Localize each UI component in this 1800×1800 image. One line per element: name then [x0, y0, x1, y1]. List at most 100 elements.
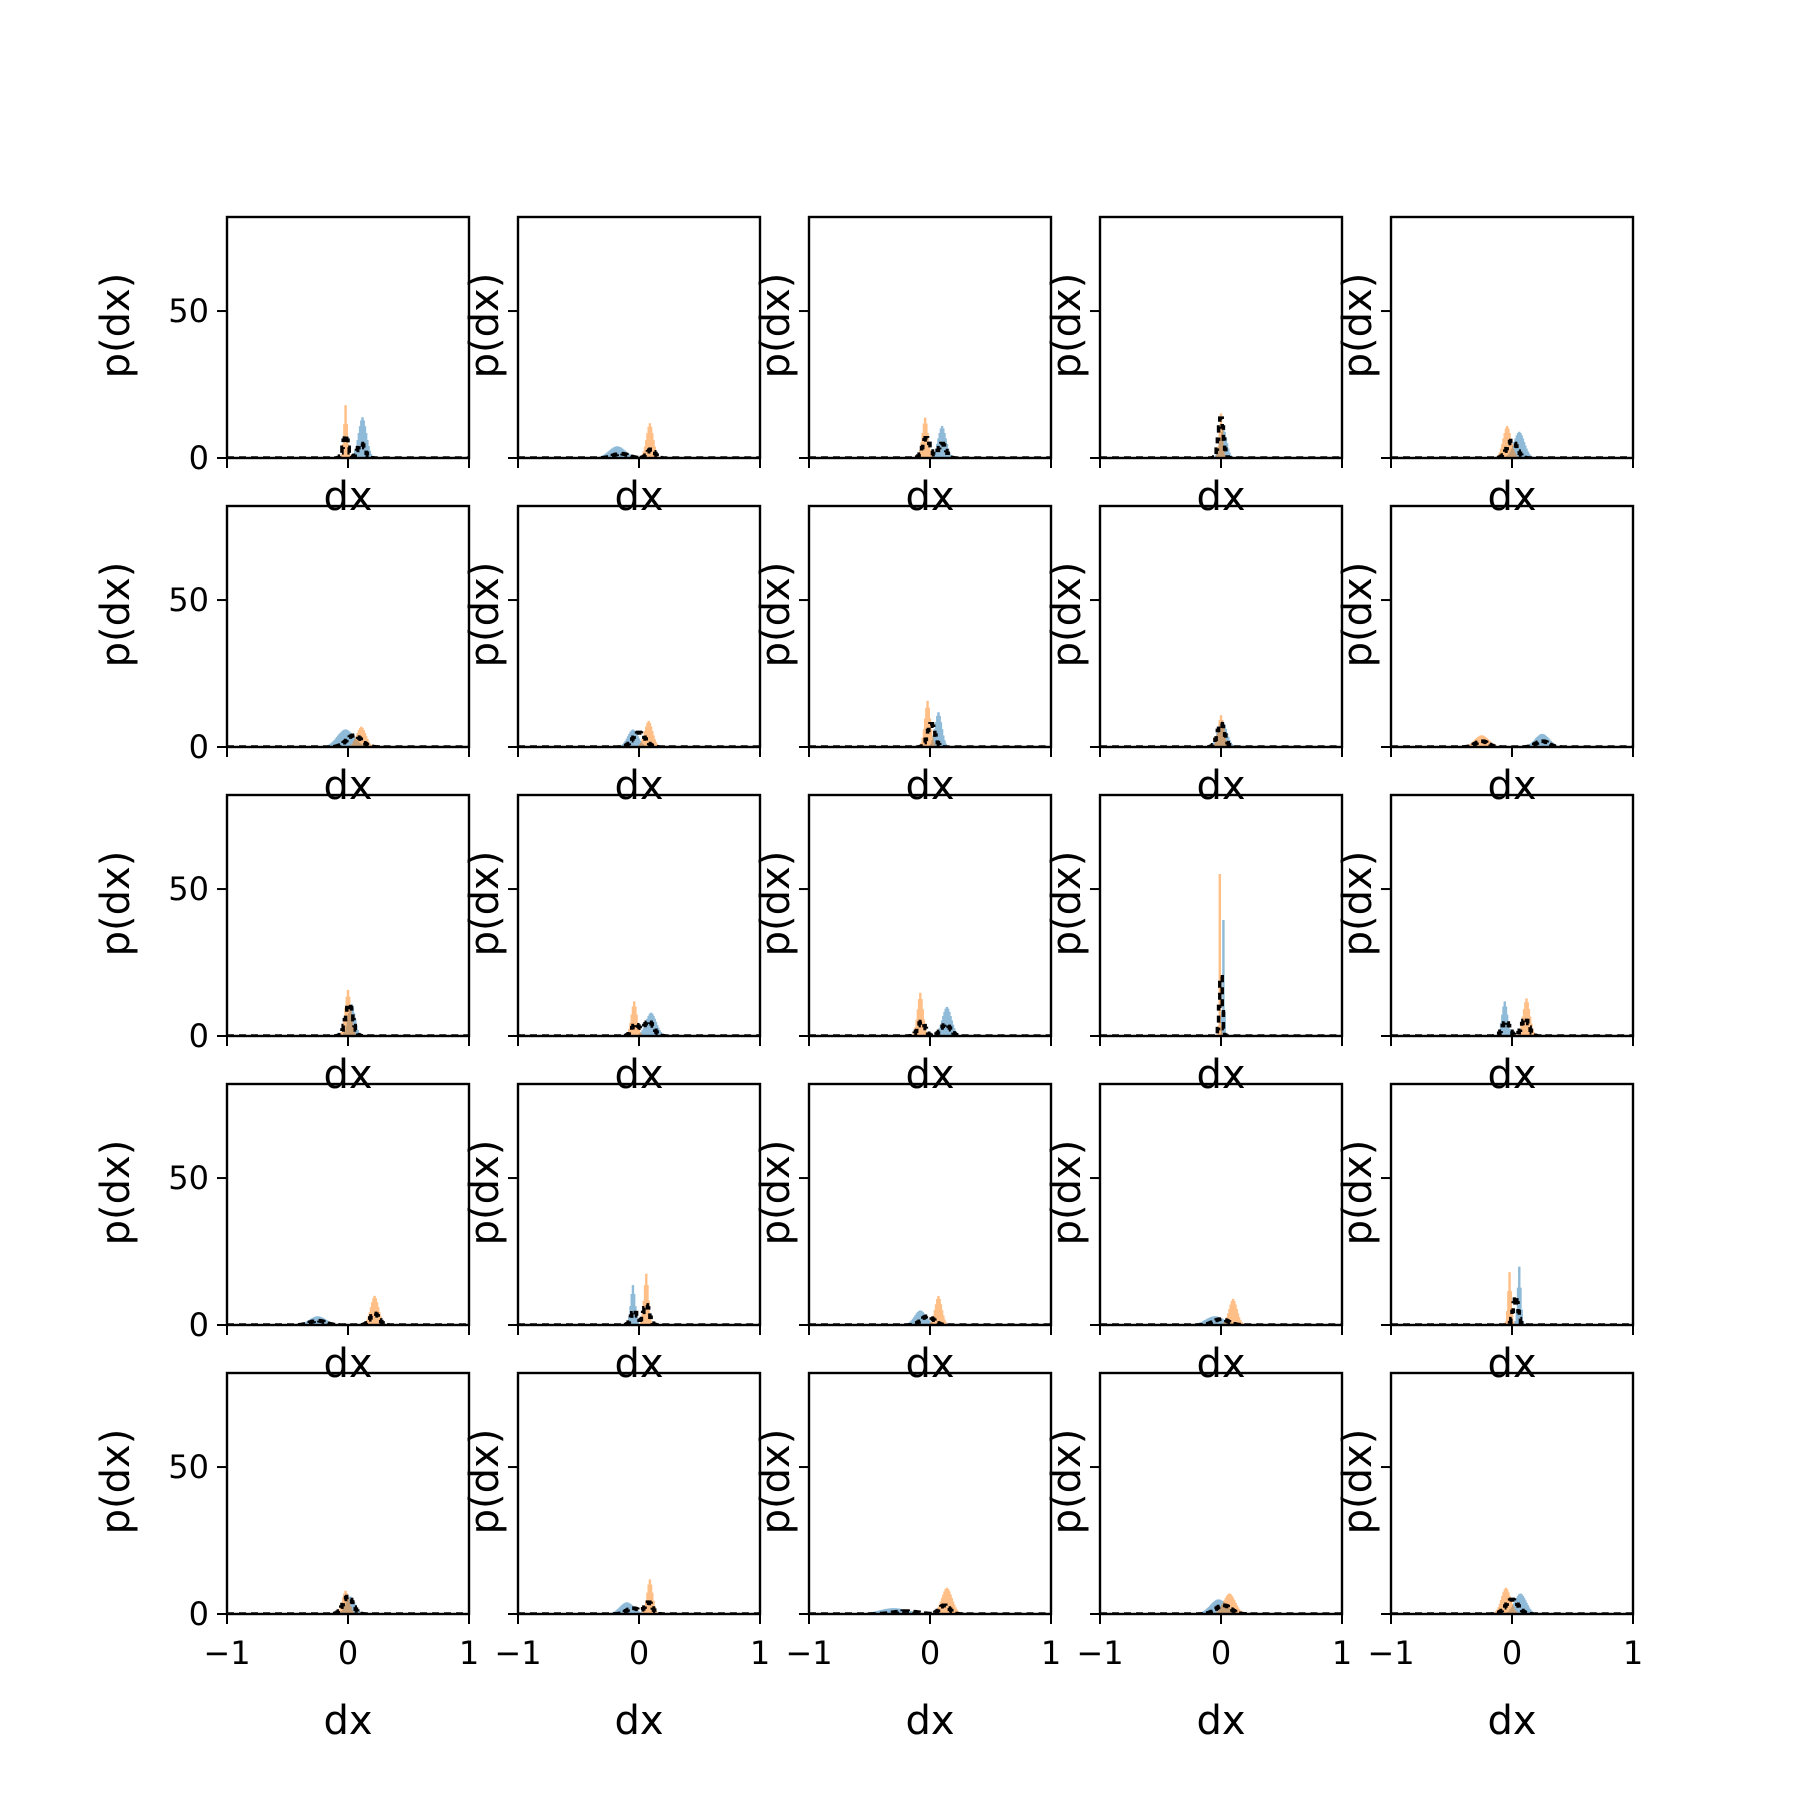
x-tick-label: −1 [785, 1634, 832, 1672]
subplot-3-5: dx p(dx) [1335, 793, 1635, 1098]
plot-area [518, 1273, 760, 1325]
plot-area [227, 1590, 469, 1614]
x-axis-label: dx [1196, 1052, 1245, 1098]
y-axis-label: p(dx) [462, 1429, 508, 1535]
histogram-black-dashed [1100, 974, 1342, 1036]
y-tick-label: 0 [189, 1017, 209, 1055]
y-axis-label: p(dx) [1335, 562, 1381, 668]
subplot-5-2: −1 0 1 dx p(dx) [462, 1371, 770, 1744]
x-tick-label: 0 [338, 1634, 358, 1672]
plot-area [1391, 1587, 1633, 1614]
y-axis-label: p(dx) [1335, 851, 1381, 957]
histogram-blue [518, 729, 760, 747]
y-tick-label: 50 [168, 1159, 209, 1197]
x-tick-label: 1 [750, 1634, 770, 1672]
y-tick-label: 50 [168, 870, 209, 908]
y-axis-label: p(dx) [93, 562, 139, 668]
plot-area [1100, 1298, 1342, 1325]
histogram-black-dashed [809, 722, 1051, 747]
x-tick-label: 0 [629, 1634, 649, 1672]
x-tick-label: 0 [1211, 1634, 1231, 1672]
y-tick-label: 0 [189, 728, 209, 766]
x-axis-label: dx [1487, 1698, 1536, 1744]
subplot-2-1: 0 50 dx p(dx) [93, 504, 471, 809]
x-axis-label: dx [323, 1341, 372, 1387]
y-axis-label: p(dx) [753, 273, 799, 379]
subplot-5-3: −1 0 1 dx p(dx) [753, 1371, 1061, 1744]
x-axis-label: dx [905, 1052, 954, 1098]
x-axis-label: dx [1487, 1052, 1536, 1098]
histogram-black-dashed [809, 435, 1051, 458]
x-axis-label: dx [323, 763, 372, 809]
y-axis-label: p(dx) [1044, 273, 1090, 379]
histogram-black-dashed [227, 733, 469, 747]
x-axis-label: dx [905, 1698, 954, 1744]
plot-area [1391, 426, 1633, 458]
plot-area [518, 1001, 760, 1036]
subplot-3-2: dx p(dx) [462, 793, 762, 1098]
subplot-4-2: dx p(dx) [462, 1082, 762, 1387]
subplot-3-3: dx p(dx) [753, 793, 1053, 1098]
histogram-orange [227, 405, 469, 458]
y-axis-label: p(dx) [1335, 1429, 1381, 1535]
plot-area [1100, 1593, 1342, 1614]
histogram-black-dashed [518, 1303, 760, 1325]
plot-area [227, 989, 469, 1036]
histogram-black-dashed [227, 1594, 469, 1614]
x-axis-label: dx [1196, 474, 1245, 520]
plot-area [518, 720, 760, 747]
plot-area [1391, 1266, 1633, 1325]
y-tick-label: 0 [189, 439, 209, 477]
x-axis-label: dx [905, 763, 954, 809]
x-tick-label: −1 [494, 1634, 541, 1672]
histogram-orange [809, 417, 1051, 458]
y-axis-label: p(dx) [93, 273, 139, 379]
y-axis-label: p(dx) [462, 562, 508, 668]
x-axis-label: dx [1487, 1341, 1536, 1387]
plot-area [227, 726, 469, 747]
y-axis-label: p(dx) [1044, 1140, 1090, 1246]
y-axis-label: p(dx) [462, 273, 508, 379]
histogram-black-dashed [518, 730, 760, 747]
subplot-5-5: −1 0 1 dx p(dx) [1335, 1371, 1643, 1744]
histogram-orange [227, 989, 469, 1036]
y-axis-label: p(dx) [1335, 273, 1381, 379]
subplot-4-1: 0 50 dx p(dx) [93, 1082, 471, 1387]
histogram-black-dashed [1391, 1597, 1633, 1614]
y-axis-label: p(dx) [1044, 1429, 1090, 1535]
histogram-black-dashed [1100, 416, 1342, 458]
subplot-panels: 0 50 dx p(dx) dx p(dx) dx p(dx) dx p(dx) dx p(dx) 0 5… [93, 215, 1643, 1744]
plot-area [809, 1296, 1051, 1325]
x-axis-label: dx [614, 1341, 663, 1387]
x-axis-label: dx [323, 474, 372, 520]
subplot-4-3: dx p(dx) [753, 1082, 1053, 1387]
histogram-black-dashed [518, 1019, 760, 1036]
y-axis-label: p(dx) [93, 851, 139, 957]
x-tick-label: −1 [1367, 1634, 1414, 1672]
x-axis-label: dx [905, 474, 954, 520]
histogram-blue [809, 1310, 1051, 1325]
x-axis-label: dx [905, 1341, 954, 1387]
x-axis-label: dx [1487, 763, 1536, 809]
plot-area [1100, 413, 1342, 458]
x-axis-label: dx [1487, 474, 1536, 520]
subplot-5-4: −1 0 1 dx p(dx) [1044, 1371, 1352, 1744]
subplot-1-3: dx p(dx) [753, 215, 1053, 520]
x-tick-label: 1 [459, 1634, 479, 1672]
histogram-blue [518, 1602, 760, 1614]
y-tick-label: 0 [189, 1595, 209, 1633]
plot-area [518, 1579, 760, 1614]
histogram-black-dashed [1100, 1317, 1342, 1325]
y-axis-label: p(dx) [753, 562, 799, 668]
x-axis-label: dx [323, 1698, 372, 1744]
y-axis-label: p(dx) [753, 1429, 799, 1535]
y-axis-label: p(dx) [1335, 1140, 1381, 1246]
y-axis-label: p(dx) [753, 1140, 799, 1246]
y-axis-label: p(dx) [1044, 562, 1090, 668]
subplot-2-4: dx p(dx) [1044, 504, 1344, 809]
x-tick-label: −1 [203, 1634, 250, 1672]
x-tick-label: 1 [1623, 1634, 1643, 1672]
